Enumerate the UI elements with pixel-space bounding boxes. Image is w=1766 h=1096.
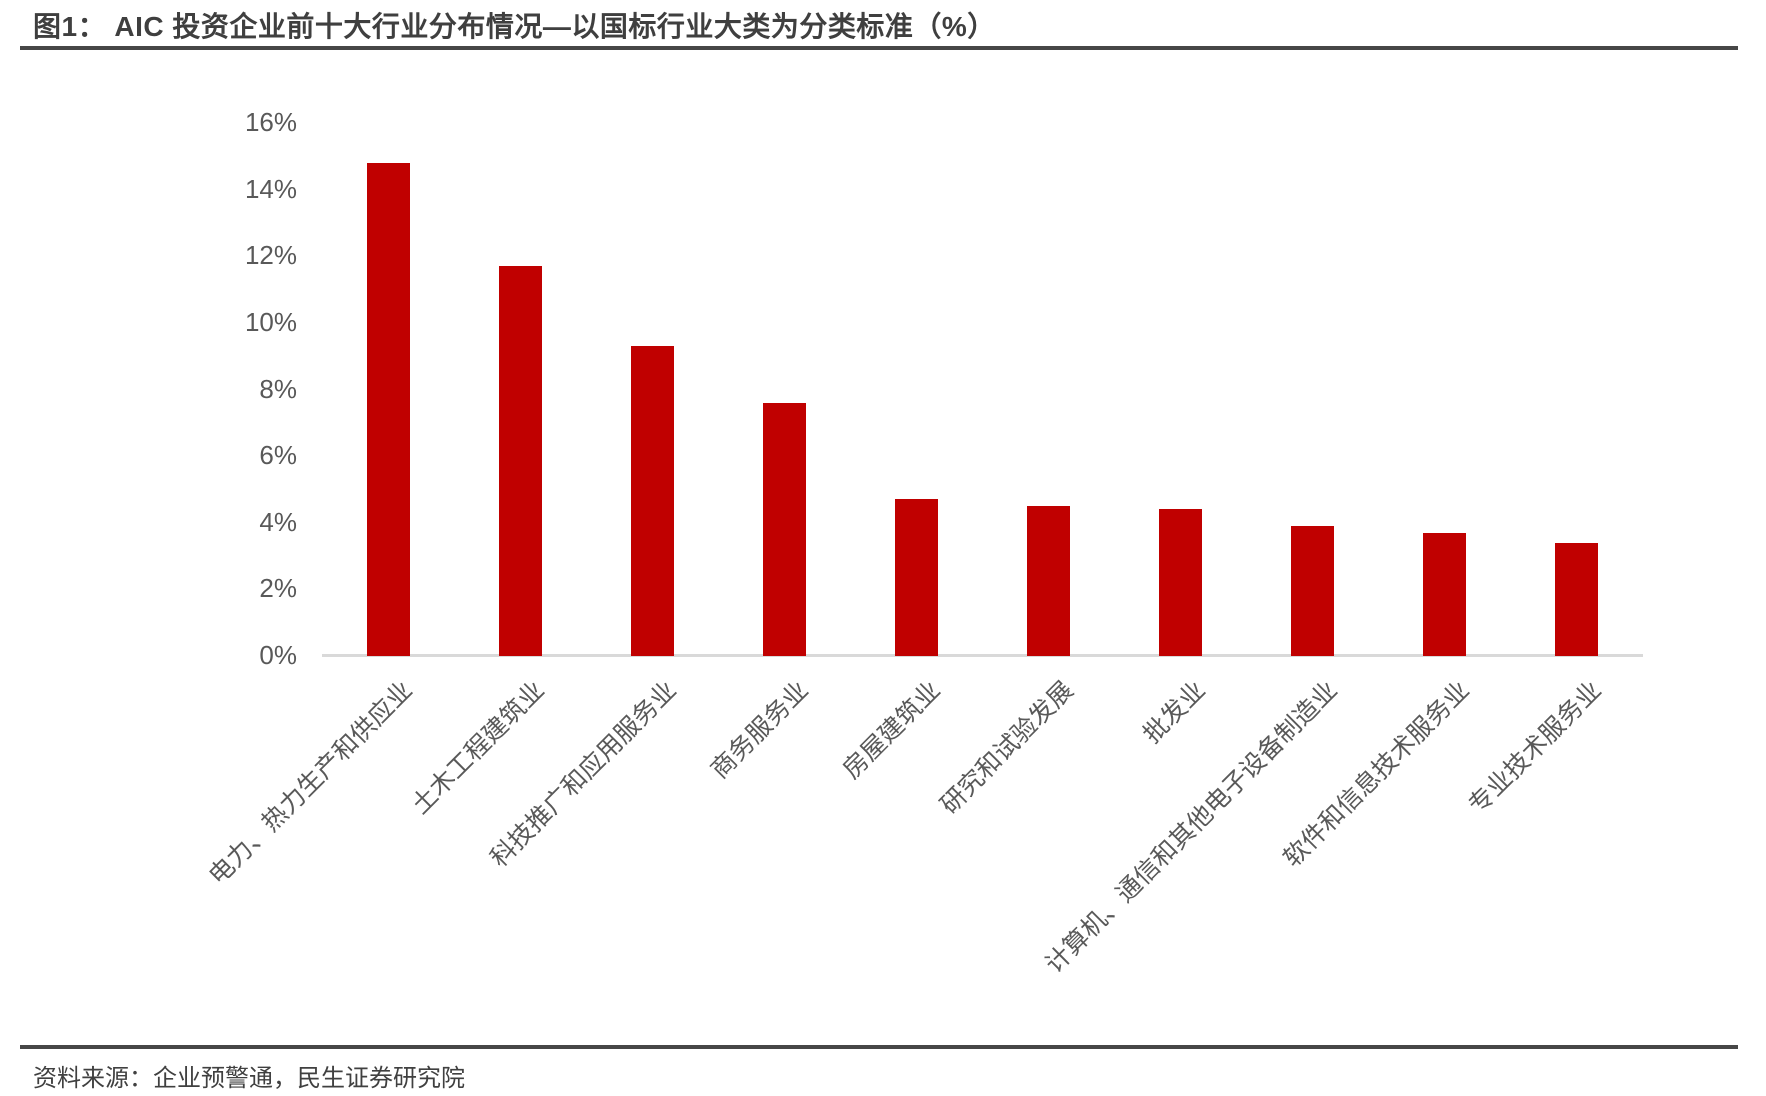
footer-rule: [20, 1045, 1738, 1049]
x-axis-line: [322, 654, 1643, 657]
x-axis-label: 专业技术服务业: [1463, 676, 1607, 820]
y-tick-label: 6%: [259, 440, 297, 471]
y-tick-label: 8%: [259, 373, 297, 404]
y-tick-label: 10%: [244, 307, 297, 337]
bar: [1423, 532, 1467, 656]
y-tick-label: 0%: [259, 640, 297, 670]
bar: [1291, 526, 1335, 656]
y-tick-label: 12%: [244, 240, 297, 271]
source-note: 资料来源：企业预警通，民生证券研究院: [33, 1065, 465, 1092]
title-underline-rule: [20, 46, 1738, 50]
bar: [366, 163, 410, 656]
x-axis-label: 房屋建筑业: [838, 676, 947, 785]
x-axis-label: 商务服务业: [705, 676, 815, 785]
bar: [1159, 509, 1203, 656]
y-tick-label: 16%: [244, 107, 297, 138]
bar-chart: 0% 2% 4% 6% 8% 10% 12% 14% 16% 电力、热力生产和供应业 土木工程建筑…: [203, 107, 1643, 979]
bar: [498, 266, 542, 656]
x-axis-label: 研究和试验发展: [934, 676, 1079, 820]
x-axis-label: 土木工程建筑业: [406, 676, 550, 820]
y-tick-label: 4%: [259, 506, 297, 537]
x-axis-label: 计算机、通信和其他电子设备制造业: [1039, 676, 1343, 979]
x-axis-label: 批发业: [1137, 676, 1211, 749]
figure-title: 图1： AIC 投资企业前十大行业分布情况—以国标行业大类为分类标准（%）: [33, 11, 996, 42]
bar: [1555, 542, 1599, 656]
bar: [762, 402, 806, 656]
y-tick-label: 2%: [259, 573, 297, 604]
bar: [894, 499, 938, 656]
x-axis-label: 电力、热力生产和供应业: [203, 676, 418, 891]
bar: [630, 346, 674, 656]
y-tick-label: 14%: [244, 173, 297, 204]
bar: [1027, 506, 1071, 656]
